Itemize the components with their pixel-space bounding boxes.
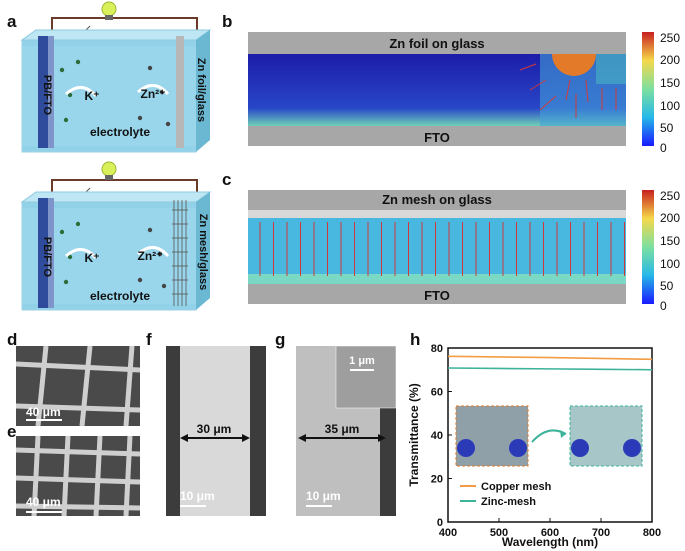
colorbar-tick: 200 xyxy=(660,53,680,67)
scale-label-d: 40 μm xyxy=(26,405,61,419)
battery-cell-foil-diagram: PB/FTO Zn foil/glass K⁺ Zn²⁺ electrolyte xyxy=(20,1,212,153)
scale-label-f: 10 μm xyxy=(180,489,215,503)
legend-label: Zinc-mesh xyxy=(481,496,536,508)
electrolyte-label: electrolyte xyxy=(90,125,150,139)
electrolyte-label-2: electrolyte xyxy=(90,289,150,303)
y-tick-label: 20 xyxy=(431,474,443,486)
colorbar-tick: 150 xyxy=(660,76,680,90)
colorbar-tick: 50 xyxy=(660,279,674,293)
inset-scale-label-g: 1 μm xyxy=(349,355,375,367)
colorbar-tick: 100 xyxy=(660,257,680,271)
sem-image-f: 30 μm 10 μm xyxy=(166,346,266,516)
panel-letter-h: h xyxy=(410,330,421,349)
x-tick-label: 700 xyxy=(592,527,610,539)
y-tick-label: 60 xyxy=(431,387,443,399)
ion-zn-label: Zn²⁺ xyxy=(141,87,166,101)
ion-k-label: K⁺ xyxy=(85,89,100,103)
x-tick-label: 400 xyxy=(439,527,457,539)
sem-image-e: 40 μm xyxy=(16,436,140,516)
panel-letter-c: c xyxy=(222,170,232,189)
colorbar-tick: 250 xyxy=(660,189,680,203)
colorbar-tick: 100 xyxy=(660,99,680,113)
cathode-label-2: Zn mesh/glass xyxy=(197,214,209,290)
colorbar-tick: 200 xyxy=(660,211,680,225)
colorbar-tick: 0 xyxy=(660,141,667,155)
sem-image-g: 35 μm 1 μm 10 μm xyxy=(296,346,396,516)
panel-letter-f: f xyxy=(146,330,152,349)
colorbar-tick: 150 xyxy=(660,234,680,248)
sem-image-d: 40 μm xyxy=(16,346,140,426)
colorbar-tick: 0 xyxy=(660,299,667,313)
scale-label-g: 10 μm xyxy=(306,489,341,503)
field-map-foil: Zn foil on glass FTO 250 200 150 100 50 … xyxy=(248,31,680,155)
panel-letter-g: g xyxy=(275,330,286,349)
series-line-copper xyxy=(447,355,653,361)
x-tick-label: 600 xyxy=(541,527,559,539)
ion-zn-label-2: Zn²⁺ xyxy=(138,249,163,263)
series-line-zinc xyxy=(447,367,653,371)
y-tick-label: 40 xyxy=(431,430,443,442)
y-axis-label: Transmittance (%) xyxy=(407,383,421,486)
width-label-g: 35 μm xyxy=(325,422,360,436)
x-tick-label: 500 xyxy=(490,527,508,539)
transmittance-chart: 400 500 600 700 800 0 20 40 60 80 Wavelength (nm) T… xyxy=(407,343,661,549)
anode-label-2: PB/FTO xyxy=(41,237,53,278)
colorbar-tick: 50 xyxy=(660,121,674,135)
y-tick-label: 0 xyxy=(437,517,443,529)
foil-bottom-label: FTO xyxy=(424,130,450,145)
colorbar-tick: 250 xyxy=(660,31,680,45)
scale-label-e: 40 μm xyxy=(26,495,61,509)
legend-label: Copper mesh xyxy=(481,481,552,493)
foil-top-label: Zn foil on glass xyxy=(389,36,484,51)
device-photo-insets xyxy=(455,405,643,467)
mesh-top-label: Zn mesh on glass xyxy=(382,192,492,207)
y-tick-label: 80 xyxy=(431,343,443,355)
cathode-label: Zn foil/glass xyxy=(195,58,207,122)
x-tick-label: 800 xyxy=(643,527,661,539)
battery-cell-mesh-diagram: PB/FTO Zn mesh/glass K⁺ Zn²⁺ electrolyte xyxy=(20,161,212,311)
panel-letter-a: a xyxy=(7,12,17,31)
mesh-bottom-label: FTO xyxy=(424,288,450,303)
anode-label: PB/FTO xyxy=(41,75,53,116)
ion-k-label-2: K⁺ xyxy=(85,251,100,265)
width-label-f: 30 μm xyxy=(197,422,232,436)
field-map-mesh: Zn mesh on glass FTO 250 200 150 100 50 … xyxy=(248,189,680,313)
x-axis-label: Wavelength (nm) xyxy=(502,535,598,549)
panel-letter-d: d xyxy=(7,330,18,349)
panel-letter-e: e xyxy=(7,422,17,441)
panel-letter-b: b xyxy=(222,12,233,31)
